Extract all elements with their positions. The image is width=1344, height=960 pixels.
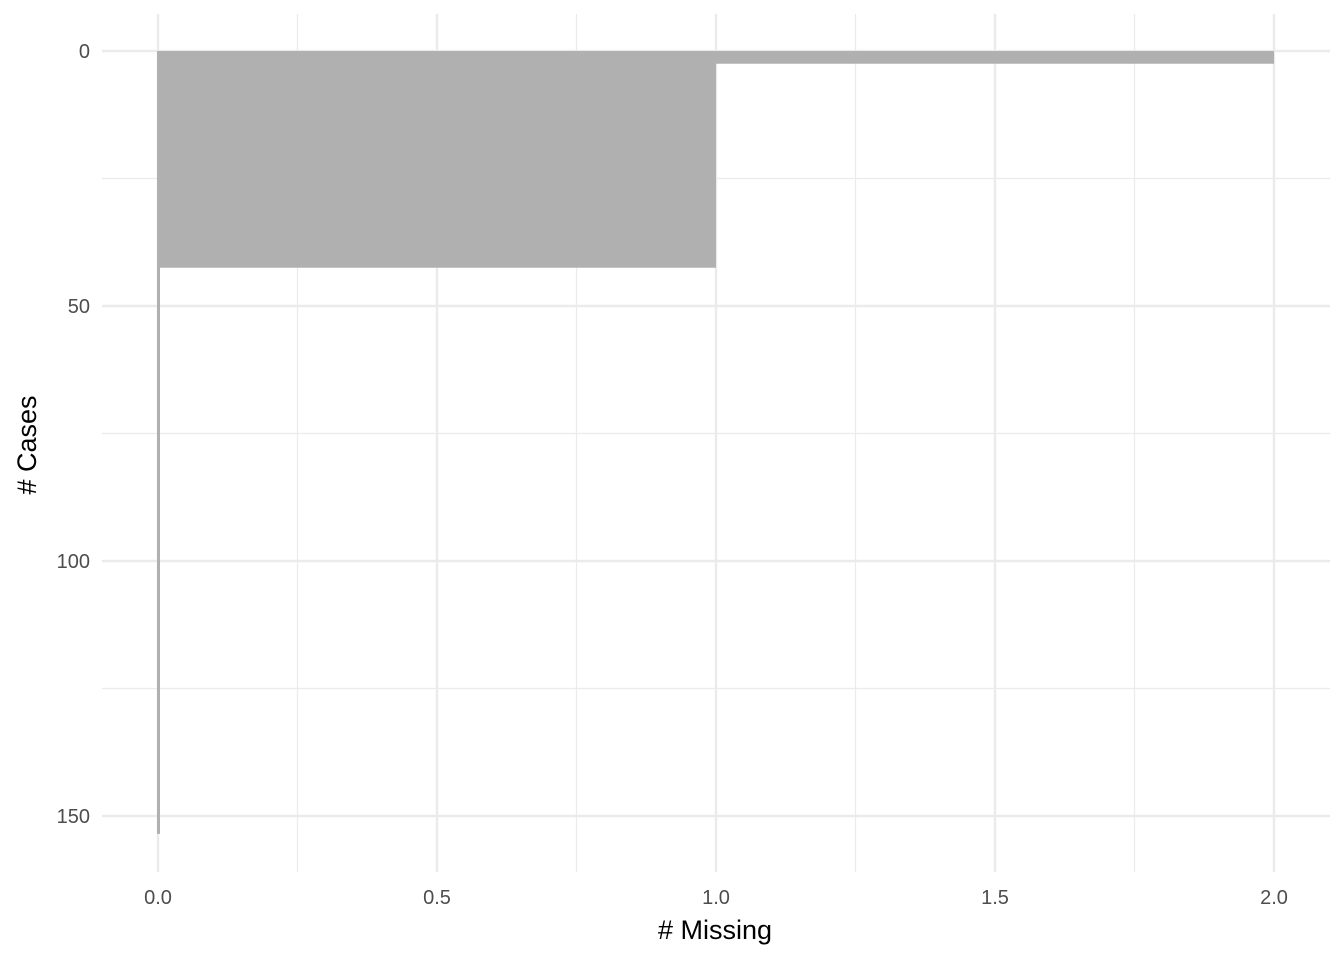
y-tick-label: 0 — [79, 41, 90, 63]
x-axis-title: # Missing — [658, 915, 772, 945]
y-tick-label: 150 — [57, 806, 90, 828]
bar-missing-2 — [716, 51, 1274, 64]
bar-missing-1 — [158, 51, 716, 268]
x-tick-label: 0.0 — [144, 887, 172, 909]
y-tick-label: 100 — [57, 551, 90, 573]
x-tick-label: 1.0 — [702, 887, 730, 909]
x-tick-labels: 0.0 0.5 1.0 1.5 2.0 — [144, 887, 1288, 909]
x-tick-label: 0.5 — [423, 887, 451, 909]
y-axis-title: # Cases — [12, 395, 42, 494]
bars — [157, 51, 1274, 834]
y-tick-labels: 0 50 100 150 — [57, 41, 90, 828]
y-tick-label: 50 — [68, 296, 90, 318]
bar-missing-0 — [157, 51, 160, 834]
x-tick-label: 1.5 — [981, 887, 1009, 909]
x-tick-label: 2.0 — [1260, 887, 1288, 909]
